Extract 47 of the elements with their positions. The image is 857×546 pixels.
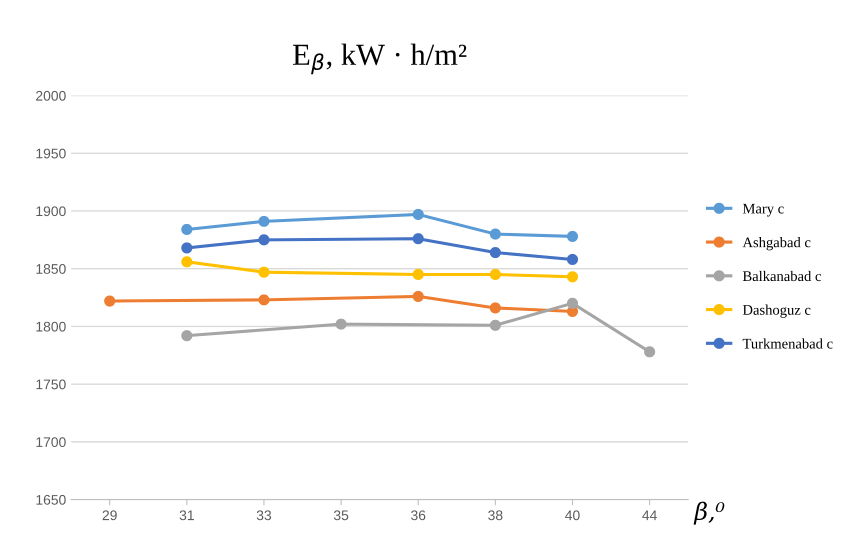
point [258,294,270,306]
point [566,298,578,309]
point [412,268,424,280]
x-tick-label: 35 [334,510,348,520]
point [566,254,578,266]
point [490,228,501,240]
legend-label: Dashoguz c [742,304,810,318]
point [490,302,501,314]
y-tick-label: 1700 [36,437,66,448]
point [412,233,424,244]
legend-label: Balkanabad c [742,270,821,282]
y-tick-label: 1650 [36,494,66,505]
y-tick-label: 1800 [36,322,66,332]
x-tick-label: 31 [180,510,194,520]
point [336,318,347,330]
point [258,216,270,227]
y-tick-label: 1950 [36,148,66,158]
point [490,268,501,280]
x-tick-label: 40 [565,510,580,520]
x-tick-label: 33 [256,510,272,520]
x-tick-label: 29 [102,510,117,520]
point [258,266,270,278]
point [644,346,656,358]
legend-label: Mary c [742,204,784,217]
x-tick-label: 36 [411,510,426,520]
legend-label: Ashgabad c [742,237,810,250]
point [412,208,424,220]
point [104,295,116,307]
y-tick-label: 1900 [36,206,66,216]
point [566,230,578,242]
point [258,234,270,246]
chart-title: E$_{β}$, kW · h/m² [292,44,466,74]
point [566,271,578,282]
legend-label: Turkmenabad c [742,338,833,349]
point [412,290,424,302]
point [181,242,192,254]
point [181,256,192,268]
point [181,330,192,342]
point [490,320,501,331]
y-tick-label: 1850 [36,264,66,274]
x-tick-label: 38 [488,510,502,520]
point [181,224,192,236]
x-tick-label: 44 [642,510,657,520]
y-tick-label: 2000 [36,90,66,101]
point [490,246,501,258]
x-axis-title: β,⁰ [694,502,724,525]
y-tick-label: 1750 [36,379,66,390]
